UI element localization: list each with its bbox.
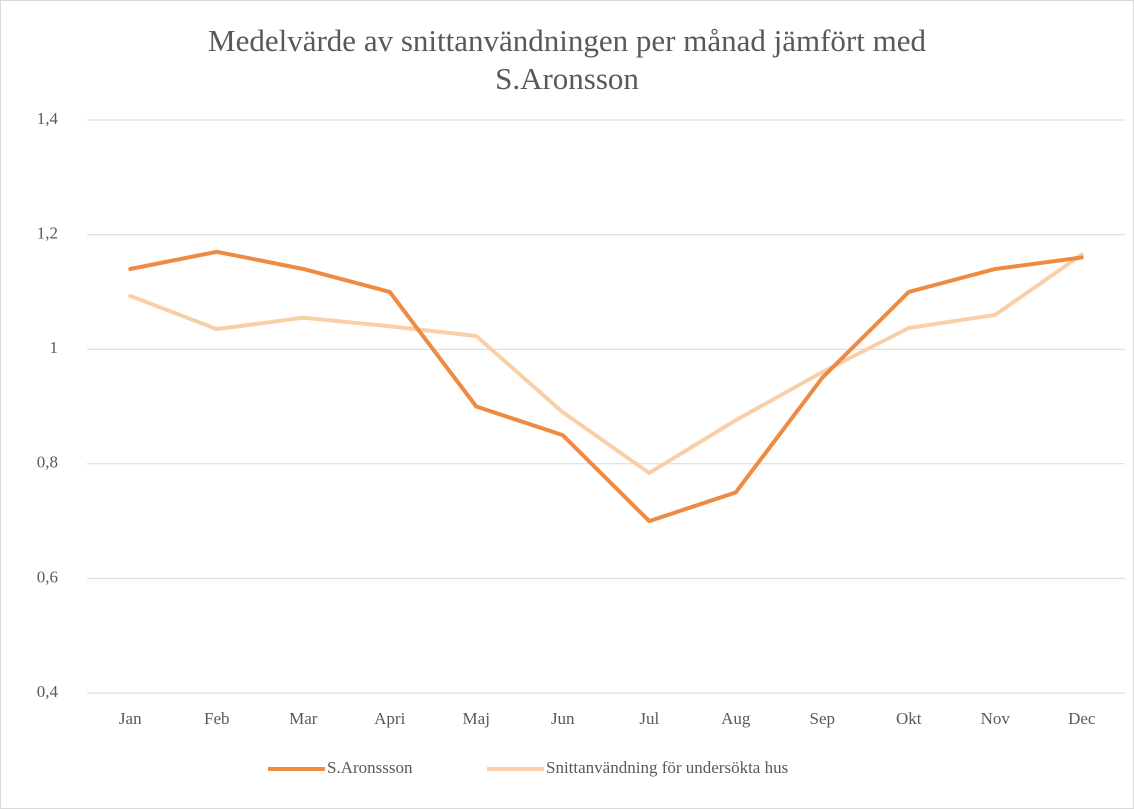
x-tick-label: Aug xyxy=(721,709,751,728)
y-tick-label: 0,6 xyxy=(37,567,58,586)
x-tick-label: Okt xyxy=(896,709,922,728)
x-tick-label: Sep xyxy=(810,709,836,728)
chart-title: Medelvärde av snittanvändningen per måna… xyxy=(208,23,926,96)
x-tick-label: Jul xyxy=(639,709,659,728)
x-tick-label: Apri xyxy=(374,709,405,728)
x-tick-label: Nov xyxy=(981,709,1011,728)
series-line xyxy=(128,249,1084,524)
y-tick-label: 0,4 xyxy=(37,682,59,701)
legend-label: S.Aronssson xyxy=(327,758,413,777)
legend-label: Snittanvändning för undersökta hus xyxy=(546,758,788,777)
y-tick-label: 1,2 xyxy=(37,224,58,243)
x-tick-label: Dec xyxy=(1068,709,1096,728)
y-tick-label: 0,8 xyxy=(37,453,58,472)
x-tick-label: Jun xyxy=(551,709,575,728)
x-tick-label: Maj xyxy=(463,709,490,728)
x-tick-label: Feb xyxy=(204,709,230,728)
series-line xyxy=(128,252,1084,475)
y-tick-label: 1 xyxy=(50,338,59,357)
x-tick-label: Jan xyxy=(119,709,142,728)
x-tick-label: Mar xyxy=(289,709,318,728)
y-tick-label: 1,4 xyxy=(37,109,59,128)
